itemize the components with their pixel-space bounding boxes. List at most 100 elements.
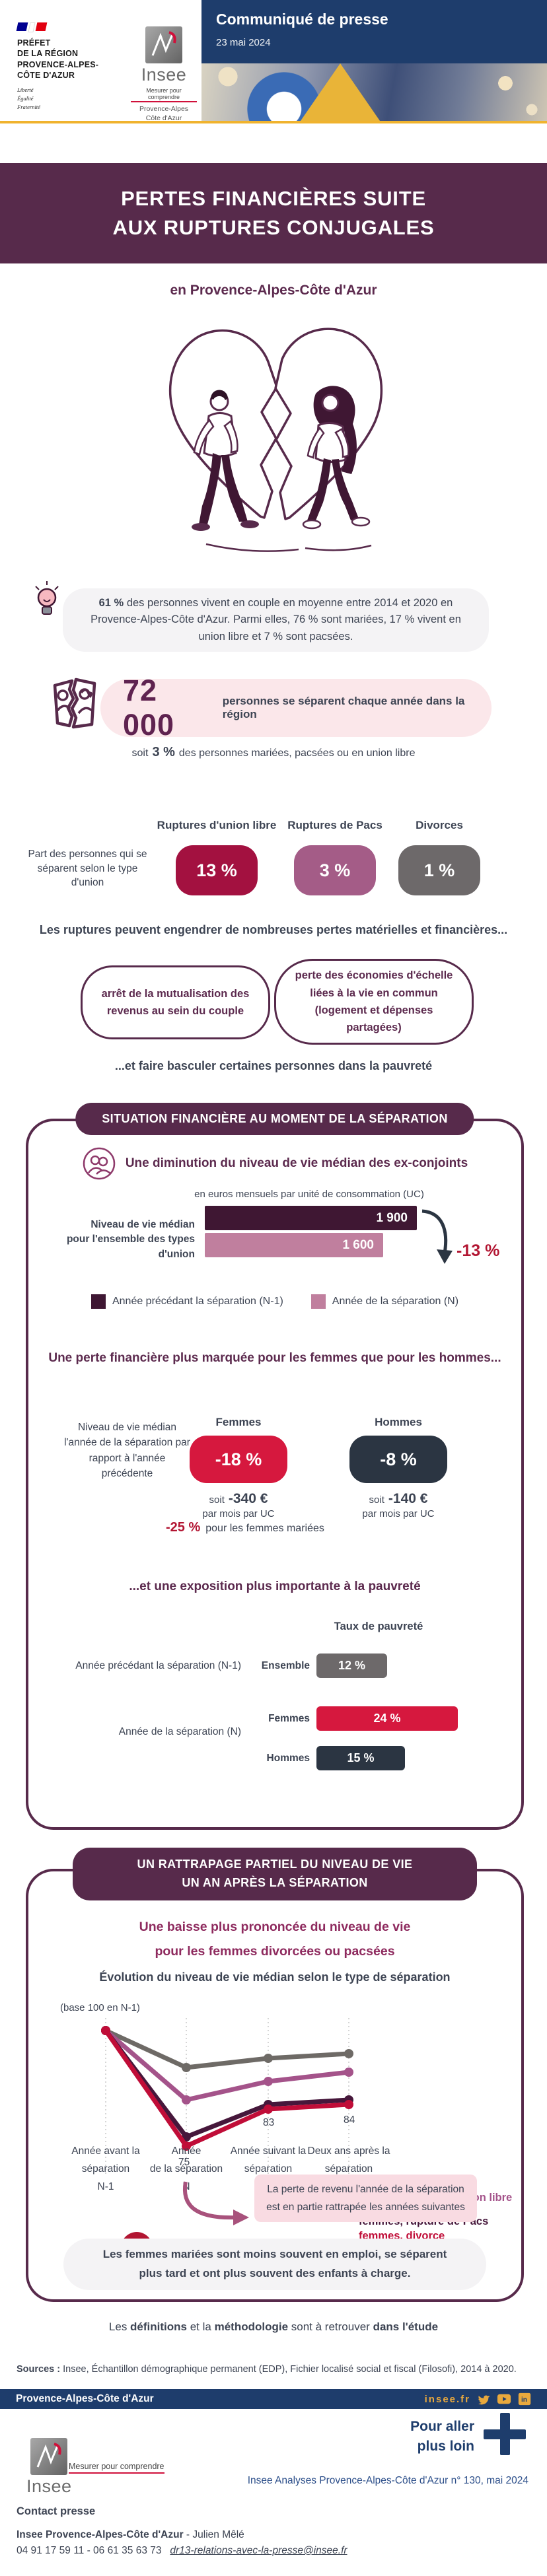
insee-logo-icon	[30, 2438, 68, 2475]
poverty-row-label: Ensemble	[261, 1660, 310, 1671]
main-title-line2: AUX RUPTURES CONJUGALES	[112, 216, 435, 239]
point-label-83: 83	[263, 2117, 275, 2128]
rattrapage-heading: Une baisse plus prononcée du niveau de v…	[139, 1920, 411, 1959]
prefet-line: DE LA RÉGION	[17, 49, 79, 59]
gender-col-hommes: Hommes -8 % soit -140 € par mois par UC	[332, 1416, 464, 1519]
insee-logo-icon	[145, 26, 182, 63]
chart1-bar-n1: 1 900	[205, 1206, 417, 1230]
french-flag-icon	[16, 22, 116, 32]
footer-band: Provence-Alpes-Côte d'Azur insee.fr in	[0, 2389, 547, 2409]
hommes-per: par mois par UC	[362, 1508, 435, 1519]
point-label-75: 75	[178, 2157, 190, 2168]
poverty-row-label: Hommes	[266, 1753, 310, 1764]
motto-fraternite: Fraternité	[17, 103, 40, 110]
legend-swatch-n	[310, 1294, 326, 1309]
contact-press-title: Contact presse	[17, 2505, 96, 2517]
part1-title: Une diminution du niveau de vie médian d…	[125, 1156, 468, 1170]
insee-region: Provence-Alpes	[139, 105, 189, 113]
femmes-amount: -340 €	[228, 1491, 268, 1506]
footer-region: Provence-Alpes-Côte d'Azur	[16, 2393, 154, 2404]
poverty-bar-ensemble: 12 %	[316, 1654, 387, 1678]
point-label-84: 84	[344, 2114, 355, 2126]
union-types-axis-label: Part des personnes qui se séparent selon…	[28, 849, 147, 889]
chart1-delta: -13 %	[456, 1241, 500, 1260]
press-release-title: Communiqué de presse	[216, 11, 388, 28]
press-release-date: 23 mai 2024	[216, 37, 271, 48]
poverty-bar-hommes: 15 %	[316, 1746, 405, 1770]
separations-number: 72 000	[123, 674, 175, 742]
youtube-icon[interactable]	[497, 2392, 511, 2406]
line-chart-title: Évolution du niveau de vie médian selon …	[99, 1970, 451, 1984]
insee-wordmark: Insee	[26, 2476, 72, 2496]
publication-reference[interactable]: Insee Analyses Provence-Alpes-Côte d'Azu…	[247, 2475, 529, 2486]
divider-yellow	[0, 121, 547, 123]
part2-title: Une perte financière plus marquée pour l…	[48, 1351, 501, 1365]
chart1-bar-n1-value: 1 900	[376, 1210, 408, 1225]
intro-stat-box: 61 % des personnes vivent en couple en m…	[63, 588, 489, 652]
insee-fr-link[interactable]: insee.fr	[424, 2393, 470, 2405]
losses-intro: Les ruptures peuvent engendrer de nombre…	[39, 923, 508, 936]
prefet-logo: PRÉFET DE LA RÉGION PROVENCE-ALPES- CÔTE…	[16, 22, 116, 111]
legend-label-n1: Année précédant la séparation (N-1)	[112, 1296, 283, 1307]
chart1-axis-label: Niveau de vie médian pour l'ensemble des…	[66, 1219, 195, 1260]
note-suffix: des personnes mariées, pacsées ou en uni…	[178, 748, 416, 759]
torn-photo-icon	[53, 678, 96, 729]
poverty-group2-label: Année de la séparation (N)	[118, 1726, 241, 1737]
chart1-unit-label: en euros mensuels par unité de consommat…	[194, 1189, 424, 1200]
legend-label-n: Année de la séparation (N)	[332, 1296, 459, 1307]
main-subtitle: en Provence-Alpes-Côte d'Azur	[170, 283, 377, 298]
gender-col-femmes: Femmes -18 % soit -340 € par mois par UC	[172, 1416, 305, 1519]
loss-box-economies: perte des économies d'échelle liées à la…	[274, 959, 474, 1045]
chart1-legend: Année précédant la séparation (N-1) Anné…	[28, 1294, 521, 1309]
separations-note: soit 3 % des personnes mariées, pacsées ou…	[0, 745, 547, 760]
separations-label: personnes se séparent chaque année dans …	[222, 694, 465, 720]
press-release-banner: Communiqué de presse 23 mai 2024	[201, 0, 547, 63]
note-prefix: soit	[131, 748, 149, 759]
annotation-box: La perte de revenu l'année de la séparat…	[254, 2175, 477, 2222]
pill2-line1: UN RATTRAPAGE PARTIEL DU NIVEAU DE VIE	[137, 1858, 413, 1871]
line-chart-svg	[101, 2018, 353, 2174]
union-col-header: Divorces	[416, 819, 463, 831]
prefet-line: CÔTE D'AZUR	[17, 70, 75, 80]
chart1-bar-n-value: 1 600	[342, 1237, 374, 1252]
poverty-chart-title: Taux de pauvreté	[334, 1620, 423, 1632]
main-title-line1: PERTES FINANCIÈRES SUITE	[121, 187, 426, 210]
chart1-bar-n: 1 600	[205, 1233, 383, 1257]
hommes-header: Hommes	[375, 1416, 422, 1428]
poverty-bar-femmes: 24 %	[316, 1706, 458, 1731]
prefet-line: PROVENCE-ALPES-	[17, 59, 99, 69]
intro-stat-value: 61 %	[98, 596, 124, 609]
insee-tagline: Mesurer pour comprendre	[131, 87, 197, 102]
contact-email-link[interactable]: dr13-relations-avec-la-presse@insee.fr	[170, 2545, 347, 2556]
curved-arrow-down-icon	[421, 1209, 453, 1264]
union-badge: 1 %	[398, 845, 480, 895]
ex-spouses-icon	[83, 1147, 116, 1180]
union-badge: 3 %	[294, 845, 376, 895]
intro-stat-text: des personnes vivent en couple en moyenn…	[91, 596, 461, 643]
twitter-icon[interactable]	[477, 2392, 490, 2406]
poverty-group1-label: Année précédant la séparation (N-1)	[75, 1660, 241, 1671]
prefet-line: PRÉFET	[17, 38, 51, 48]
header-decorative-photo	[201, 63, 547, 121]
linkedin-icon[interactable]: in	[518, 2392, 531, 2406]
hommes-value-badge: -8 %	[349, 1436, 447, 1483]
femmes-value-badge: -18 %	[190, 1436, 287, 1483]
section-pill-rattrapage: UN RATTRAPAGE PARTIEL DU NIVEAU DE VIE U…	[73, 1848, 477, 1900]
sources-note: Sources : Insee, Échantillon démographiq…	[17, 2364, 517, 2375]
contact-line-org: Insee Provence-Alpes-Côte d'Azur - Julie…	[17, 2529, 244, 2540]
legend-swatch-n1	[91, 1294, 106, 1309]
broken-heart-couple-illustration	[168, 328, 383, 552]
union-col-libre: Ruptures d'union libre 13 %	[154, 819, 279, 895]
union-col-pacs: Ruptures de Pacs 3 %	[272, 819, 398, 895]
union-badge: 13 %	[176, 845, 258, 895]
contact-line-details: 04 91 17 59 11 - 06 61 35 63 73 dr13-rel…	[17, 2545, 347, 2556]
card-rattrapage: UN RATTRAPAGE PARTIEL DU NIVEAU DE VIE U…	[26, 1848, 524, 2302]
note-value: 3 %	[152, 745, 175, 759]
motto-egalite: Égalité	[17, 94, 34, 102]
section-pill-situation: SITUATION FINANCIÈRE AU MOMENT DE LA SÉP…	[75, 1103, 474, 1135]
union-col-header: Ruptures de Pacs	[287, 819, 383, 831]
insee-tagline: Mesurer pour comprendre	[69, 2462, 164, 2474]
hommes-amount: -140 €	[388, 1491, 428, 1506]
pill2-line2: UN AN APRÈS LA SÉPARATION	[182, 1875, 368, 1889]
definitions-note: Les définitions et la méthodologie sont …	[108, 2320, 439, 2333]
